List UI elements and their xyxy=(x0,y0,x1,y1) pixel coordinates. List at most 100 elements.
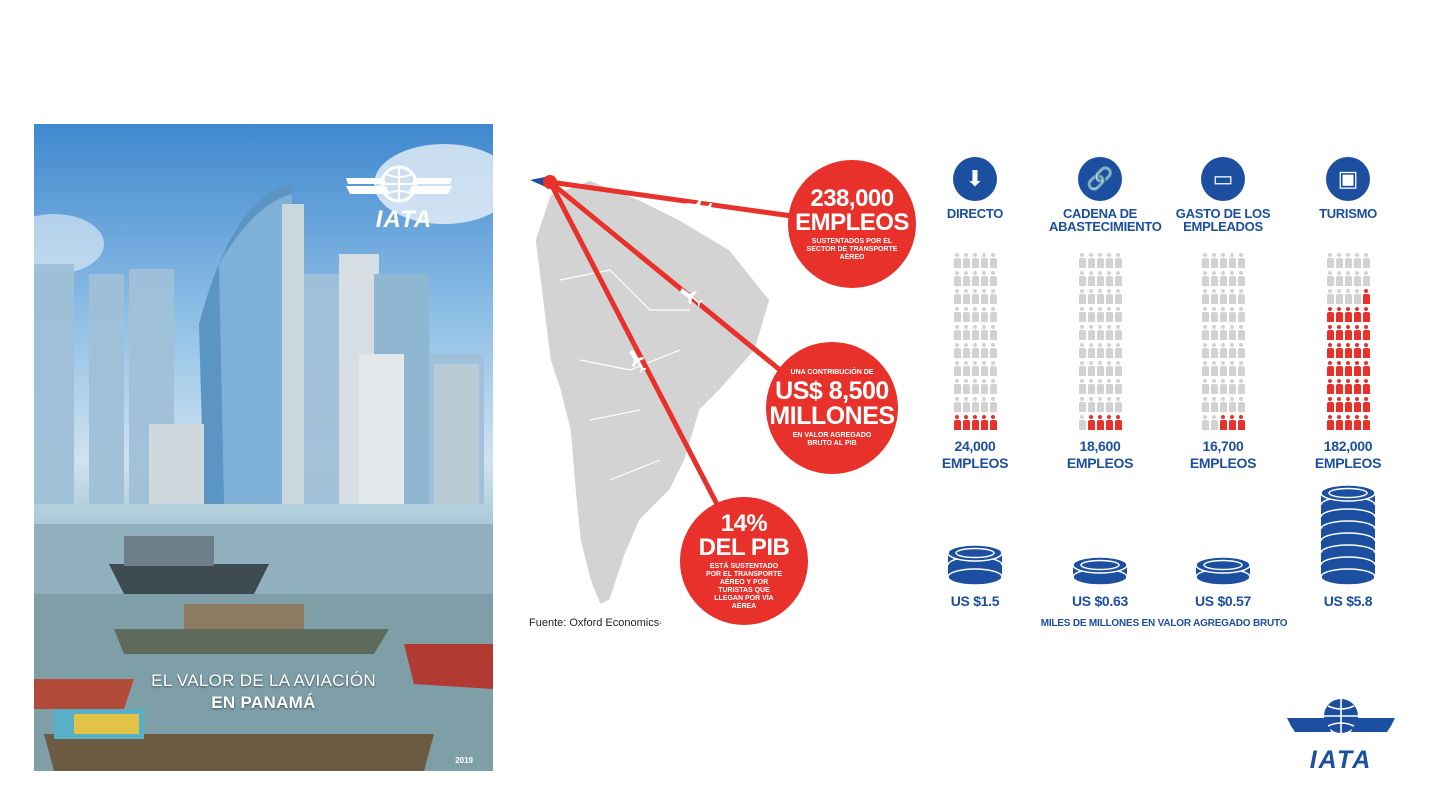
person-icon xyxy=(1353,397,1362,412)
person-icon xyxy=(1096,325,1105,340)
person-icon xyxy=(1353,343,1362,358)
impact-column: ▣ TURISMO 182,000 EMPLEOS xyxy=(1293,157,1403,472)
person-icon xyxy=(1087,289,1096,304)
person-icon xyxy=(1326,325,1335,340)
person-icon xyxy=(1087,379,1096,394)
person-icon xyxy=(962,397,971,412)
person-icon xyxy=(1087,271,1096,286)
person-icon xyxy=(989,397,998,412)
person-icon xyxy=(1201,271,1210,286)
person-icon xyxy=(1210,253,1219,268)
person-icon xyxy=(1344,379,1353,394)
country-borders xyxy=(559,269,690,481)
gdp-word: DEL PIB xyxy=(698,533,790,561)
person-icon xyxy=(1362,307,1371,322)
person-icon xyxy=(1096,307,1105,322)
person-icon xyxy=(1228,397,1237,412)
person-icon xyxy=(1326,415,1335,430)
person-icon xyxy=(1219,253,1228,268)
value-added-amount: US $0.63 xyxy=(1072,593,1128,609)
person-icon xyxy=(1335,271,1344,286)
person-icon xyxy=(989,361,998,376)
jobs-count-number: 182,000 xyxy=(1323,438,1373,454)
person-icon xyxy=(962,325,971,340)
person-icon xyxy=(1362,271,1371,286)
person-icon xyxy=(962,361,971,376)
person-icon xyxy=(1087,361,1096,376)
person-icon xyxy=(1210,307,1219,322)
impact-column: 🔗 CADENA DE ABASTECIMIENTO 18,600 EMPLEOS xyxy=(1045,157,1162,472)
cover-title-line1: EL VALOR DE LA AVIACIÓN xyxy=(151,671,376,690)
person-icon xyxy=(1096,253,1105,268)
person-icon xyxy=(1353,325,1362,340)
person-icon xyxy=(1114,343,1123,358)
person-icon xyxy=(1114,253,1123,268)
person-icon xyxy=(1228,289,1237,304)
person-icon xyxy=(1326,307,1335,322)
person-icon xyxy=(1087,253,1096,268)
person-icon xyxy=(1105,307,1114,322)
person-icon xyxy=(1219,343,1228,358)
person-icon xyxy=(1326,289,1335,304)
person-icon xyxy=(1114,379,1123,394)
report-cover: IATA EL VALOR DE LA AVIACIÓN EN PANAMÁ 2… xyxy=(34,124,493,771)
person-icon xyxy=(1087,397,1096,412)
person-icon xyxy=(1096,343,1105,358)
people-pictogram xyxy=(1293,253,1403,430)
person-icon xyxy=(1228,325,1237,340)
person-icon xyxy=(1353,271,1362,286)
person-icon xyxy=(1344,361,1353,376)
column-title: CADENA DE ABASTECIMIENTO xyxy=(1049,206,1162,234)
person-icon xyxy=(1219,415,1228,430)
person-icon xyxy=(971,379,980,394)
person-icon xyxy=(953,343,962,358)
person-icon xyxy=(1078,307,1087,322)
person-icon xyxy=(1078,415,1087,430)
person-icon xyxy=(1201,325,1210,340)
person-icon xyxy=(1105,379,1114,394)
person-icon xyxy=(1237,397,1246,412)
person-icon xyxy=(1201,397,1210,412)
person-icon xyxy=(971,271,980,286)
person-icon xyxy=(1114,361,1123,376)
contribution-intro: UNA CONTRIBUCIÓN DE xyxy=(790,368,874,376)
route-line-jobs xyxy=(549,179,821,223)
person-icon xyxy=(1228,253,1237,268)
person-icon xyxy=(1114,415,1123,430)
person-icon xyxy=(1105,253,1114,268)
person-icon xyxy=(1096,397,1105,412)
jobs-count: 24,000 EMPLEOS xyxy=(920,438,1030,472)
column-title: DIRECTO xyxy=(946,206,1004,221)
person-icon xyxy=(1087,307,1096,322)
column-title: TURISMO xyxy=(1319,206,1377,221)
link-icon: 🔗 xyxy=(1078,157,1122,201)
jobs-count-number: 18,600 xyxy=(1079,438,1121,454)
person-icon xyxy=(1096,271,1105,286)
jobs-count-label: EMPLEOS xyxy=(1314,455,1382,471)
cover-title: EL VALOR DE LA AVIACIÓN EN PANAMÁ xyxy=(34,670,493,714)
person-icon xyxy=(1201,253,1210,268)
contribution-number: US$ 8,500 xyxy=(775,376,889,405)
person-icon xyxy=(953,397,962,412)
route-line-gdp xyxy=(547,180,723,512)
coin-stack-icon xyxy=(1072,557,1128,585)
person-icon xyxy=(989,289,998,304)
wallet-icon: ▭ xyxy=(1201,157,1245,201)
person-icon xyxy=(980,379,989,394)
person-icon xyxy=(953,415,962,430)
person-icon xyxy=(1344,415,1353,430)
person-icon xyxy=(1335,343,1344,358)
person-icon xyxy=(1228,271,1237,286)
person-icon xyxy=(1326,343,1335,358)
person-icon xyxy=(1344,343,1353,358)
person-icon xyxy=(1237,343,1246,358)
person-icon xyxy=(1237,325,1246,340)
person-icon xyxy=(1353,415,1362,430)
person-icon xyxy=(971,415,980,430)
person-icon xyxy=(1362,397,1371,412)
person-icon xyxy=(1219,379,1228,394)
person-icon xyxy=(989,379,998,394)
person-icon xyxy=(1219,325,1228,340)
jobs-circle: 238,000 EMPLEOS SUSTENTADOS POR EL SECTO… xyxy=(788,160,916,288)
person-icon xyxy=(1228,343,1237,358)
